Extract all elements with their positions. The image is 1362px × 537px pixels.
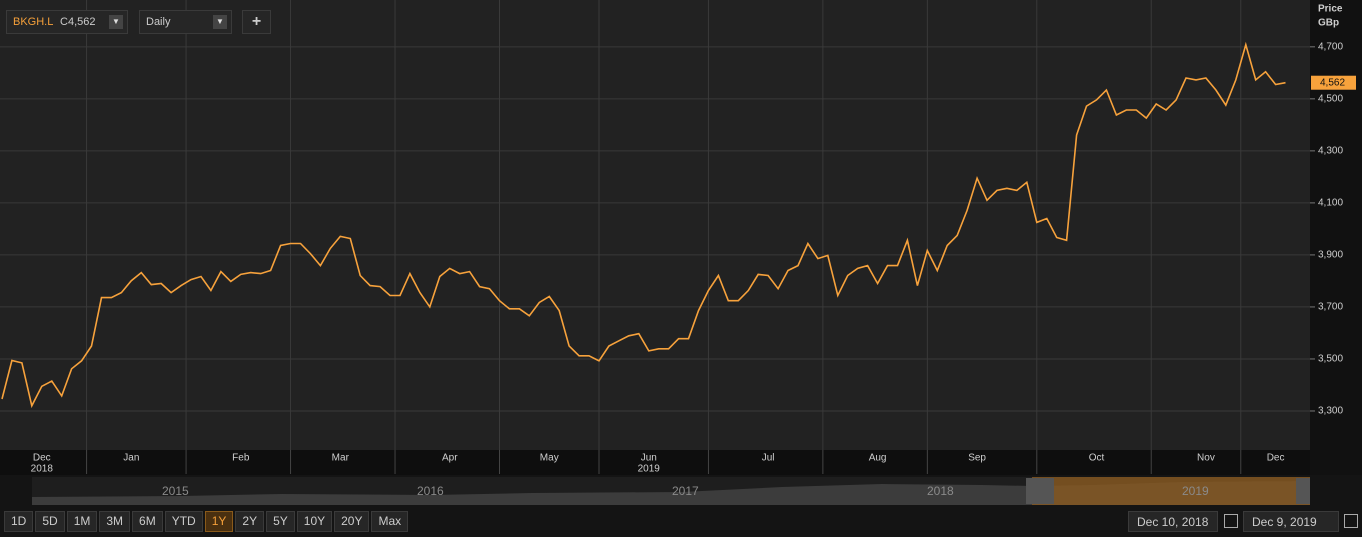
range-button[interactable]: Max — [371, 511, 409, 532]
date-from[interactable]: Dec 10, 2018 — [1128, 511, 1218, 532]
plot-bg — [0, 0, 1310, 450]
navigator-area — [32, 481, 1310, 505]
y-axis-bg — [1310, 0, 1362, 475]
x-tick-label: Jul — [762, 453, 775, 464]
x-tick-label: Oct — [1089, 453, 1105, 464]
interval: Daily — [146, 16, 171, 28]
date-to[interactable]: Dec 9, 2019 — [1243, 511, 1339, 532]
close-value: 4,562 — [67, 16, 96, 28]
x-year-label: 2019 — [638, 464, 661, 475]
y-tick-label: 3,900 — [1318, 250, 1343, 261]
interval-box[interactable]: Daily ▼ — [139, 10, 232, 34]
navigator-handle[interactable] — [1296, 478, 1310, 504]
navigator-shape — [32, 477, 1310, 505]
y-tick-label: 3,700 — [1318, 302, 1343, 313]
calendar-icon[interactable] — [1224, 514, 1238, 528]
navigator-year: 2016 — [417, 484, 444, 498]
y-tick-label: 4,500 — [1318, 93, 1343, 104]
x-tick-label: Feb — [232, 453, 250, 464]
navigator-year: 2017 — [672, 484, 699, 498]
navigator[interactable]: 2015 2016 2017 2018 2019 — [32, 477, 1310, 505]
range-button[interactable]: 1Y — [204, 511, 234, 532]
range-button[interactable]: 1D — [4, 511, 34, 532]
x-tick-label: Sep — [968, 453, 986, 464]
x-tick-label: Mar — [332, 453, 350, 464]
dropdown-arrow[interactable]: ▼ — [109, 15, 123, 29]
range-buttons: 1D 5D 1M 3M 6M YTD 1Y 2Y 5Y 10Y 20Y Max — [4, 511, 409, 532]
range-button[interactable]: 10Y — [296, 511, 333, 532]
dropdown-arrow[interactable]: ▼ — [213, 15, 227, 29]
range-button[interactable]: 3M — [99, 511, 131, 532]
navigator-year: 2015 — [162, 484, 189, 498]
x-tick-label: Jun — [641, 453, 657, 464]
y-axis-title: Price — [1318, 4, 1343, 15]
chart: Price GBp 3,300 3,500 3,700 3,900 4,100 4,300… — [0, 0, 1362, 475]
calendar-icon[interactable] — [1344, 514, 1358, 528]
navigator-handle[interactable] — [1026, 478, 1054, 504]
x-tick-label: Dec — [1267, 453, 1285, 464]
x-tick-label: Apr — [442, 453, 458, 464]
y-tick-label: 4,100 — [1318, 198, 1343, 209]
x-axis-bg — [0, 450, 1310, 475]
x-tick-label: Jan — [123, 453, 139, 464]
y-tick-label: 3,500 — [1318, 354, 1343, 365]
x-year-label: 2018 — [31, 464, 54, 475]
x-tick-label: Dec — [33, 453, 51, 464]
ticker: BKGH.L — [13, 16, 53, 28]
range-button[interactable]: 2Y — [235, 511, 265, 532]
y-tick-label: 3,300 — [1318, 406, 1343, 417]
last-price-tag — [1311, 75, 1356, 90]
navigator-year: 2019 — [1182, 484, 1209, 498]
ticker-box[interactable]: BKGH.L C4,562 ▼ — [6, 10, 128, 34]
add-button[interactable]: + — [242, 10, 271, 34]
range-button[interactable]: 6M — [132, 511, 163, 532]
range-button[interactable]: 5Y — [266, 511, 295, 532]
range-button[interactable]: 5D — [35, 511, 65, 532]
range-button[interactable]: 1M — [66, 511, 98, 532]
range-button[interactable]: YTD — [164, 511, 203, 532]
y-tick-label: 4,700 — [1318, 41, 1343, 52]
navigator-year: 2018 — [927, 484, 954, 498]
x-tick-label: Aug — [869, 453, 887, 464]
close-prefix: C — [60, 16, 68, 28]
y-tick-label: 4,300 — [1318, 146, 1343, 157]
y-axis-unit: GBp — [1318, 18, 1339, 29]
range-button[interactable]: 20Y — [334, 511, 370, 532]
last-price-label: 4,562 — [1320, 77, 1345, 88]
x-tick-label: Nov — [1197, 453, 1215, 464]
x-tick-label: May — [540, 453, 559, 464]
navigator-window[interactable] — [1032, 477, 1310, 505]
price-line — [1, 41, 1286, 409]
